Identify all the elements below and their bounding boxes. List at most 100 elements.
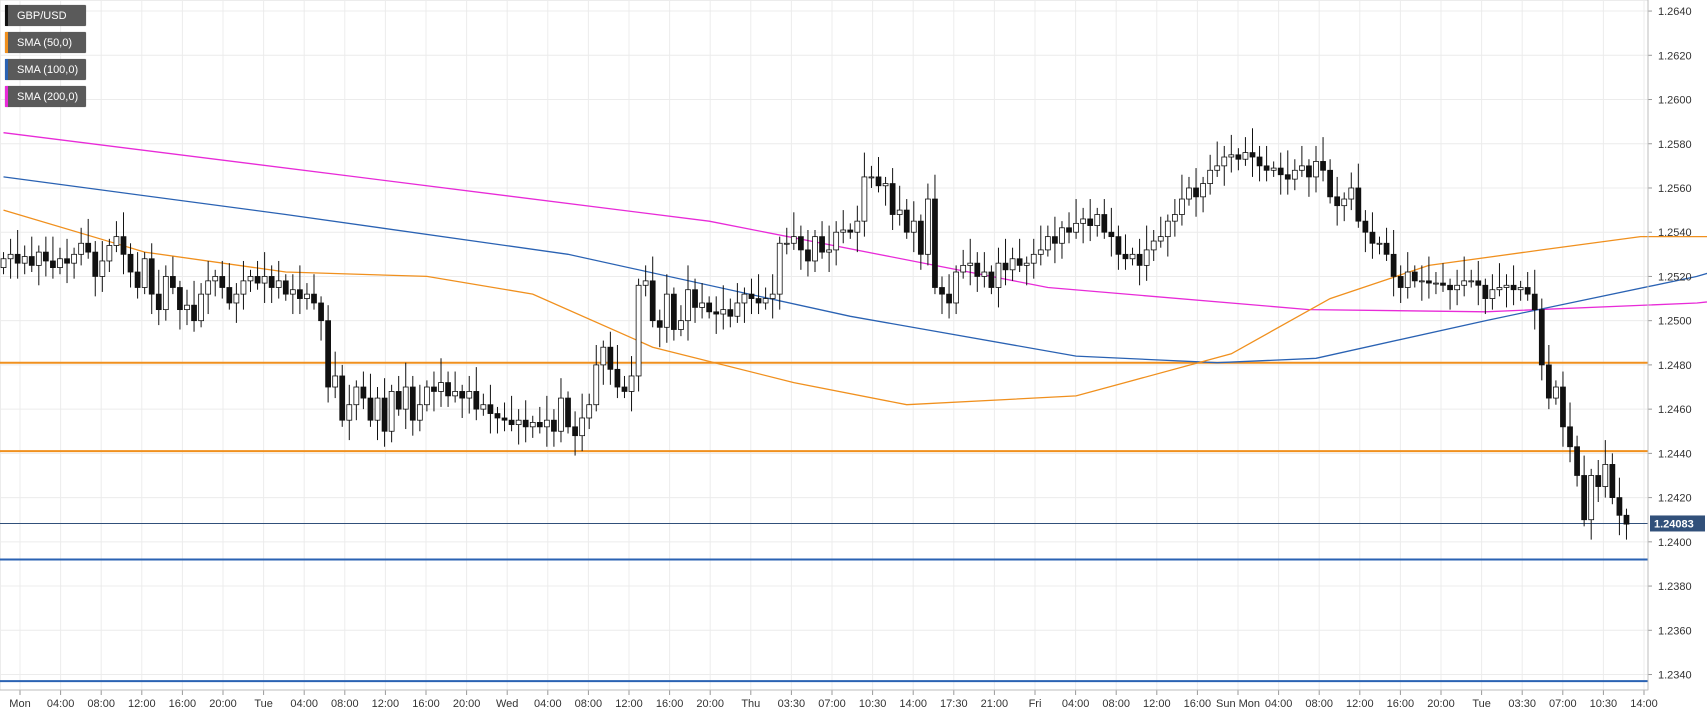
- candle-body: [537, 422, 542, 426]
- candle-body: [650, 281, 655, 321]
- x-tick-label: Tue: [1472, 698, 1491, 710]
- candle-body: [1328, 170, 1333, 197]
- candle-body: [1060, 228, 1065, 243]
- x-tick-label: 04:00: [534, 698, 562, 710]
- candle-body: [142, 259, 147, 288]
- candle-body: [1151, 241, 1156, 250]
- candle-body: [1264, 166, 1269, 170]
- candle-body: [1504, 285, 1509, 287]
- x-tick-label: 03:30: [1508, 698, 1536, 710]
- candle-body: [1257, 157, 1262, 166]
- x-tick-label: Mon: [9, 698, 30, 710]
- candle-body: [1568, 427, 1573, 447]
- candle-body: [580, 418, 585, 436]
- candle-body: [502, 418, 507, 420]
- candle-body: [813, 237, 818, 261]
- candle-body: [1, 259, 6, 268]
- candle-body: [389, 391, 394, 431]
- candle-body: [488, 405, 493, 414]
- candle-body: [1497, 288, 1502, 290]
- candle-body: [1194, 188, 1199, 197]
- candle-body: [551, 420, 556, 431]
- candle-body: [1278, 168, 1283, 175]
- candle-body: [749, 294, 754, 298]
- candle-body: [269, 276, 274, 287]
- candle-body: [100, 261, 105, 276]
- candle-body: [1483, 285, 1488, 298]
- candle-body: [1539, 310, 1544, 365]
- candle-body: [629, 376, 634, 391]
- candle-body: [255, 276, 260, 283]
- candle-body: [220, 276, 225, 287]
- x-tick-label: 20:00: [209, 698, 237, 710]
- candle-body: [1370, 232, 1375, 243]
- candle-body: [382, 398, 387, 431]
- candle-body: [1525, 288, 1530, 295]
- candle-body: [1321, 161, 1326, 170]
- candle-body: [241, 281, 246, 294]
- candle-body: [686, 290, 691, 321]
- y-tick-label: 1.2440: [1658, 448, 1692, 460]
- candle-body: [947, 294, 952, 303]
- candle-body: [1285, 175, 1290, 179]
- candle-body: [1130, 254, 1135, 258]
- candle-body: [664, 294, 669, 327]
- candle-body: [1222, 157, 1227, 166]
- y-tick-label: 1.2540: [1658, 227, 1692, 239]
- x-tick-label: 08:00: [575, 698, 603, 710]
- y-tick-label: 1.2560: [1658, 183, 1692, 195]
- candle-body: [1243, 153, 1248, 160]
- x-tick-label: 08:00: [1305, 698, 1333, 710]
- candle-body: [1123, 254, 1128, 258]
- candle-body: [22, 257, 27, 264]
- candle-body: [1532, 294, 1537, 309]
- candle-body: [276, 281, 281, 288]
- candle-body: [361, 387, 366, 398]
- candle-body: [192, 305, 197, 320]
- x-tick-label: 12:00: [372, 698, 400, 710]
- x-tick-label: 08:00: [331, 698, 359, 710]
- candle-body: [1377, 243, 1382, 244]
- candle-body: [1187, 188, 1192, 199]
- candle-body: [1546, 365, 1551, 398]
- candle-body: [58, 259, 63, 268]
- legend-sma-100[interactable]: SMA (100,0): [5, 59, 86, 80]
- candle-body: [163, 276, 168, 309]
- candle-body: [1052, 237, 1057, 244]
- x-tick-label: Sun Mon: [1216, 698, 1260, 710]
- candle-body: [855, 221, 860, 232]
- candle-body: [1314, 161, 1319, 176]
- candle-body: [608, 347, 613, 369]
- candle-body: [1511, 285, 1516, 289]
- candle-body: [72, 254, 77, 263]
- candle-body: [185, 305, 190, 309]
- candle-body: [234, 294, 239, 303]
- candle-body: [79, 243, 84, 254]
- candle-body: [15, 254, 20, 263]
- legend-gbpusd[interactable]: GBP/USD: [5, 5, 86, 26]
- x-tick-label: 04:00: [1265, 698, 1293, 710]
- candle-body: [721, 310, 726, 314]
- candle-body: [678, 321, 683, 330]
- candle-body: [1158, 237, 1163, 241]
- legend-sma-50[interactable]: SMA (50,0): [5, 32, 86, 53]
- candle-body: [982, 272, 987, 276]
- x-tick-label: 12:00: [1143, 698, 1171, 710]
- candle-body: [93, 252, 98, 276]
- x-tick-label: 16:00: [1184, 698, 1212, 710]
- legend-swatch: [5, 86, 8, 107]
- candle-body: [1476, 281, 1481, 285]
- candle-body: [735, 303, 740, 316]
- candle-body: [968, 263, 973, 265]
- legend-sma-200[interactable]: SMA (200,0): [5, 86, 86, 107]
- candle-body: [149, 259, 154, 294]
- candle-body: [1137, 254, 1142, 265]
- candle-body: [1116, 237, 1121, 255]
- candle-body: [1617, 498, 1622, 516]
- x-tick-label: 14:00: [1630, 698, 1658, 710]
- candle-body: [1045, 237, 1050, 250]
- candle-body: [135, 272, 140, 287]
- candle-body: [693, 290, 698, 308]
- candle-body: [460, 391, 465, 398]
